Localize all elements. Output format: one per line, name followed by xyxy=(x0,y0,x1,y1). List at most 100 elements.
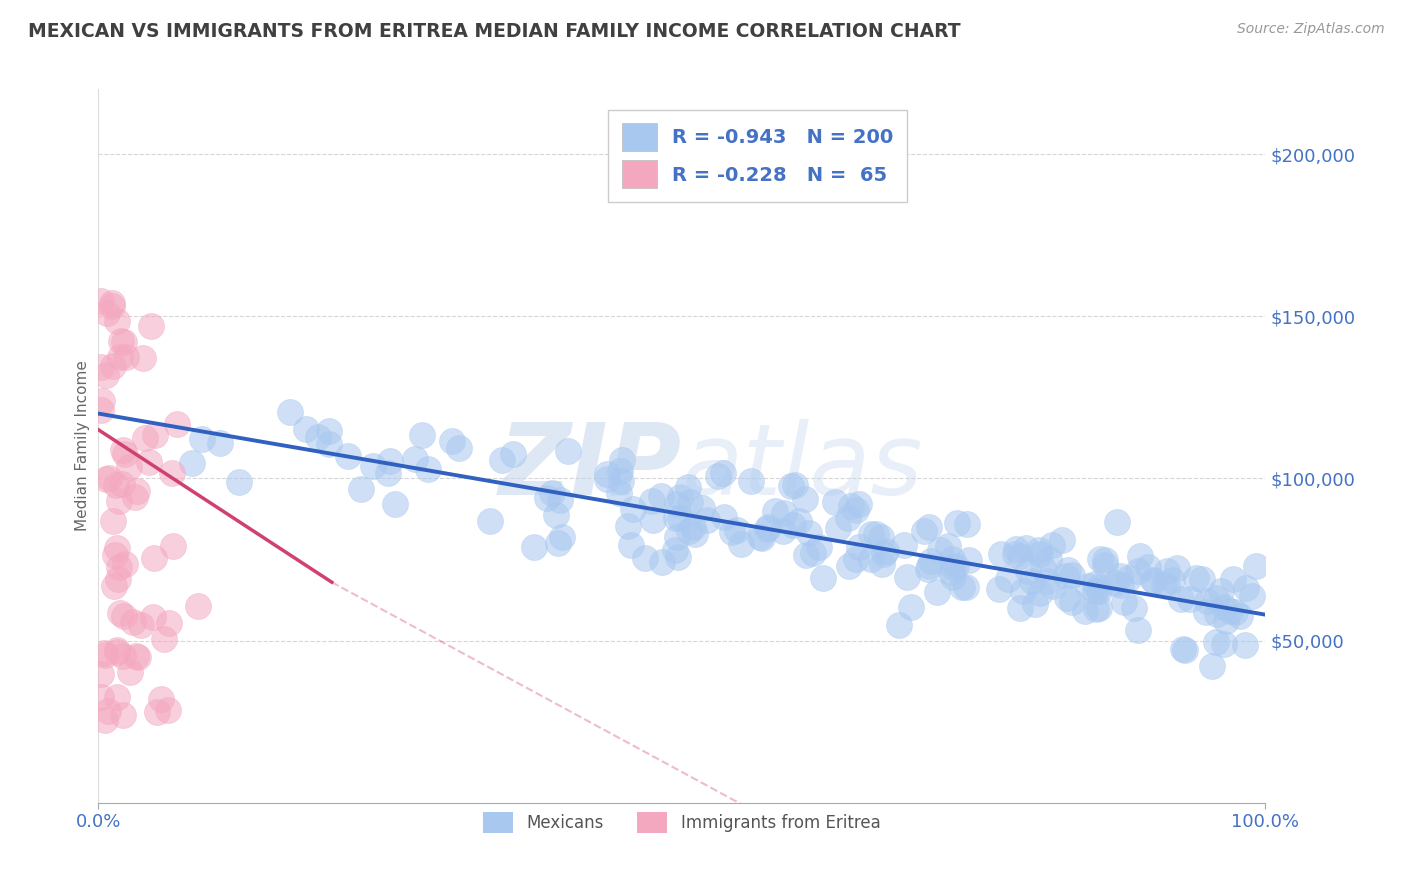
Point xyxy=(541,485,564,500)
Point xyxy=(664,542,686,557)
Point xyxy=(94,713,117,727)
Point xyxy=(93,646,115,660)
Point xyxy=(125,648,148,663)
Point xyxy=(1088,600,1111,615)
Point xyxy=(1123,601,1146,615)
Point xyxy=(751,531,773,545)
Point xyxy=(1094,558,1116,573)
Point xyxy=(1234,581,1257,595)
Point xyxy=(621,501,644,516)
Point xyxy=(956,516,979,531)
Point xyxy=(666,497,689,511)
Point xyxy=(318,436,340,450)
Point xyxy=(1036,574,1059,589)
Point xyxy=(1104,575,1126,590)
Point xyxy=(1074,605,1097,619)
Point xyxy=(1042,580,1064,594)
Point xyxy=(110,477,132,491)
Point xyxy=(404,452,426,467)
Point xyxy=(94,648,117,662)
Point xyxy=(127,650,149,665)
Point xyxy=(118,665,141,680)
Point xyxy=(801,546,824,560)
Point xyxy=(665,511,688,525)
Point xyxy=(957,553,980,567)
Point xyxy=(1212,599,1234,614)
Point xyxy=(100,299,122,313)
Point xyxy=(124,490,146,504)
Point xyxy=(1050,533,1073,547)
Point xyxy=(845,552,868,566)
Point xyxy=(441,434,464,448)
Text: MEXICAN VS IMMIGRANTS FROM ERITREA MEDIAN FAMILY INCOME CORRELATION CHART: MEXICAN VS IMMIGRANTS FROM ERITREA MEDIA… xyxy=(28,22,960,41)
Point xyxy=(824,495,846,509)
Point xyxy=(713,466,735,480)
Point xyxy=(1012,583,1035,598)
Point xyxy=(939,565,962,579)
Point xyxy=(845,503,868,517)
Point xyxy=(942,570,965,584)
Point xyxy=(548,492,571,507)
Point xyxy=(872,557,894,571)
Point xyxy=(612,452,634,467)
Point xyxy=(1142,573,1164,587)
Point xyxy=(1088,584,1111,599)
Point xyxy=(1229,609,1251,624)
Point xyxy=(1166,561,1188,575)
Point xyxy=(990,547,1012,561)
Point xyxy=(794,548,817,562)
Point xyxy=(941,552,963,566)
Point xyxy=(865,527,887,541)
Point xyxy=(707,468,730,483)
Point xyxy=(1156,579,1178,593)
Point xyxy=(550,530,572,544)
Point xyxy=(1160,574,1182,588)
Point xyxy=(1136,560,1159,574)
Point xyxy=(107,573,129,587)
Point xyxy=(1028,543,1050,558)
Point xyxy=(683,526,706,541)
Point xyxy=(912,524,935,538)
Point xyxy=(936,539,959,553)
Point xyxy=(1219,604,1241,618)
Point xyxy=(609,464,631,478)
Point xyxy=(122,615,145,629)
Point xyxy=(523,540,546,554)
Point xyxy=(104,548,127,562)
Point xyxy=(228,475,250,489)
Point xyxy=(1008,600,1031,615)
Point xyxy=(780,479,803,493)
Point xyxy=(1015,541,1038,555)
Point xyxy=(997,572,1019,586)
Point xyxy=(90,690,112,704)
Point xyxy=(1057,562,1080,576)
Point xyxy=(105,642,128,657)
Point xyxy=(191,432,214,446)
Point xyxy=(634,550,657,565)
Point xyxy=(794,491,817,506)
Point xyxy=(1112,595,1135,609)
Point xyxy=(157,616,180,631)
Point xyxy=(1077,579,1099,593)
Point xyxy=(90,666,112,681)
Point xyxy=(945,516,967,531)
Point xyxy=(1017,564,1039,578)
Point xyxy=(669,511,692,525)
Point xyxy=(928,543,950,558)
Point xyxy=(720,524,742,539)
Point xyxy=(1205,607,1227,622)
Point xyxy=(889,618,911,632)
Point xyxy=(1201,658,1223,673)
Point xyxy=(860,527,883,541)
Point xyxy=(848,540,870,554)
Point xyxy=(1038,552,1060,566)
Point xyxy=(111,648,134,663)
Point xyxy=(94,471,117,485)
Point xyxy=(142,610,165,624)
Point xyxy=(1213,637,1236,651)
Point xyxy=(377,466,399,480)
Point xyxy=(617,518,640,533)
Point xyxy=(641,512,664,526)
Point xyxy=(755,522,778,536)
Point xyxy=(1197,594,1219,608)
